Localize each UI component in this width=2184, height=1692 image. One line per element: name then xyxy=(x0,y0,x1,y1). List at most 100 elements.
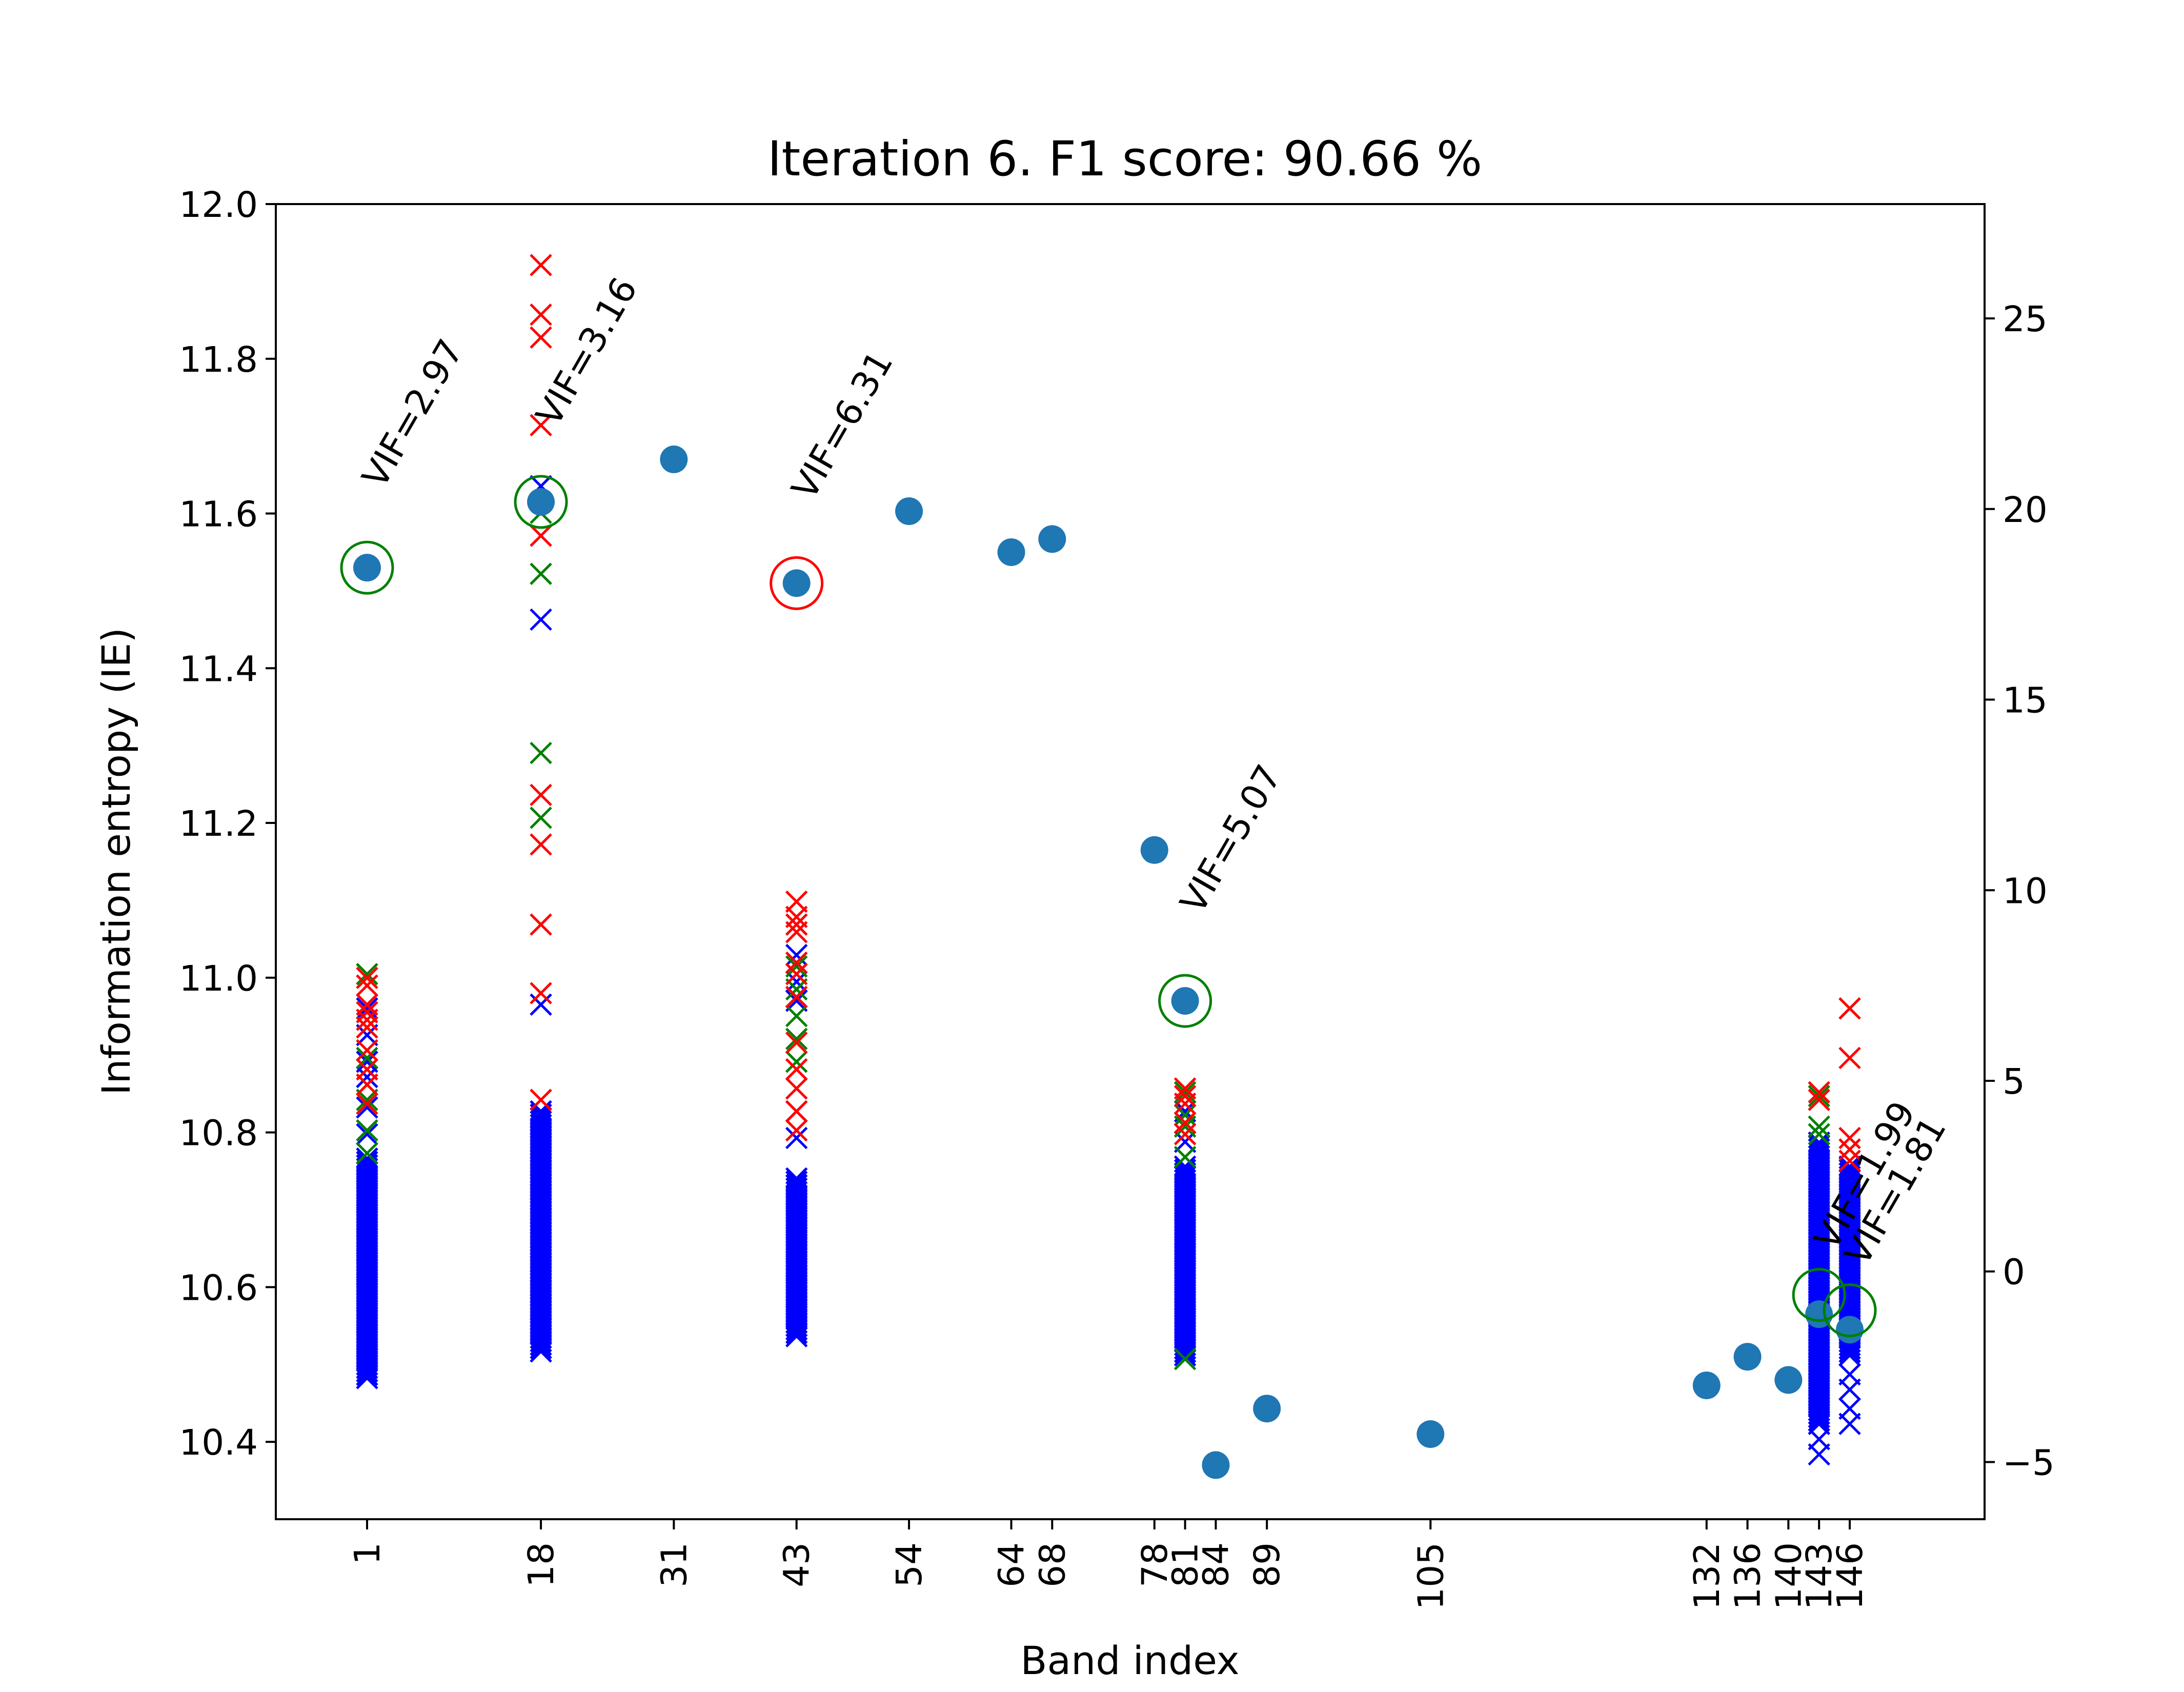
vif-marker-green-band-143 xyxy=(1808,1123,1830,1145)
y2-tick-label: 5 xyxy=(2003,1061,2025,1102)
vif-marker-red-band-1-stroke-b xyxy=(356,966,378,990)
vif-marker-blue-band-18 xyxy=(530,1110,552,1133)
vif-marker-red-band-1-stroke-b xyxy=(356,1039,378,1062)
x-tick-label: 64 xyxy=(992,1542,1033,1587)
vif-marker-blue-band-81-stroke-b xyxy=(1174,1155,1197,1178)
vif-marker-blue-band-43-stroke-b xyxy=(785,1171,808,1193)
vif-marker-red-band-43 xyxy=(785,1031,808,1054)
vif-marker-red-band-146 xyxy=(1838,1150,1861,1172)
vif-marker-red-band-43-stroke-b xyxy=(785,1031,808,1054)
vif-marker-blue-band-1-stroke-b xyxy=(356,1147,378,1170)
x-tick-label: 132 xyxy=(1687,1542,1728,1610)
vif-marker-green-band-43-stroke-b xyxy=(785,1051,808,1073)
vif-marker-red-band-1-stroke-b xyxy=(356,1009,378,1031)
vif-marker-green-band-18 xyxy=(530,741,552,764)
y2-tick-label: −5 xyxy=(2003,1442,2055,1483)
ie-point-band-81 xyxy=(1171,987,1199,1015)
y2-tick-label: 25 xyxy=(2003,299,2048,340)
vif-marker-red-band-18-stroke-b xyxy=(530,913,552,936)
vif-marker-blue-band-1-stroke-b xyxy=(356,997,378,1020)
vif-marker-blue-band-81 xyxy=(1174,1162,1197,1185)
vif-marker-red-band-43-stroke-b xyxy=(785,963,808,985)
vif-marker-red-band-146 xyxy=(1838,997,1861,1020)
vif-marker-green-band-43-stroke-b xyxy=(785,955,808,978)
vif-marker-green-band-81 xyxy=(1174,1104,1197,1126)
y2-tick-label: 20 xyxy=(2003,490,2048,531)
vif-marker-green-band-43-stroke-b xyxy=(785,1028,808,1050)
vif-marker-blue-band-18 xyxy=(530,1100,552,1123)
vif-marker-red-band-143 xyxy=(1808,1089,1830,1111)
vif-marker-red-band-43-stroke-b xyxy=(785,1100,808,1123)
vif-marker-red-band-43-stroke-b xyxy=(785,1119,808,1142)
vif-marker-blue-band-146-stroke-b xyxy=(1838,1363,1861,1386)
vif-marker-red-band-81 xyxy=(1174,1092,1197,1115)
vif-marker-blue-band-43-stroke-b xyxy=(785,1167,808,1190)
vif-marker-blue-band-143 xyxy=(1808,1413,1830,1435)
selection-ring-band-143 xyxy=(1792,1267,1846,1322)
vif-marker-blue-band-18-stroke-b xyxy=(530,1110,552,1133)
ie-point-band-146 xyxy=(1836,1316,1864,1344)
vif-marker-green-band-1 xyxy=(356,1142,378,1165)
vif-marker-red-band-43-stroke-b xyxy=(785,985,808,1009)
vif-marker-blue-band-143 xyxy=(1808,1141,1830,1164)
vif-marker-red-band-18 xyxy=(530,833,552,856)
vif-marker-red-band-18-stroke-b xyxy=(530,254,552,276)
vif-marker-green-band-143-stroke-b xyxy=(1808,1084,1830,1107)
vif-marker-red-band-146-stroke-b xyxy=(1838,997,1861,1020)
vif-marker-blue-band-18 xyxy=(530,993,552,1016)
vif-marker-blue-band-43 xyxy=(785,1171,808,1193)
vif-marker-blue-band-43 xyxy=(785,1126,808,1150)
vif-marker-green-band-18-stroke-b xyxy=(530,741,552,764)
vif-marker-blue-band-146 xyxy=(1838,1397,1861,1420)
vif-marker-red-band-43 xyxy=(785,951,808,974)
vif-marker-red-band-81 xyxy=(1174,1123,1197,1145)
vif-marker-blue-band-18-stroke-b xyxy=(530,1100,552,1123)
vif-marker-red-band-18-stroke-b xyxy=(530,783,552,807)
vif-marker-red-band-18 xyxy=(530,303,552,326)
vif-marker-blue-band-146 xyxy=(1838,1363,1861,1386)
y-tick-label: 10.6 xyxy=(179,1267,258,1308)
y-tick-label: 11.6 xyxy=(179,494,258,535)
vif-marker-blue-band-146-stroke-b xyxy=(1838,1155,1861,1178)
vif-marker-red-band-81 xyxy=(1174,1084,1197,1107)
vif-marker-red-band-43-stroke-b xyxy=(785,913,808,936)
vif-marker-red-band-81-stroke-b xyxy=(1174,1092,1197,1115)
vif-marker-red-band-18 xyxy=(530,1089,552,1111)
vif-marker-blue-band-143-stroke-b xyxy=(1808,1135,1830,1157)
vif-marker-blue-band-146-stroke-b xyxy=(1838,1165,1861,1189)
vif-marker-blue-band-1 xyxy=(356,1065,378,1089)
vif-marker-red-band-1-stroke-b xyxy=(356,1092,378,1115)
y2-tick-label: 0 xyxy=(2003,1252,2025,1293)
vif-marker-blue-band-1-stroke-b xyxy=(356,1157,378,1180)
y-tick-label: 11.8 xyxy=(179,339,258,380)
vif-marker-red-band-1 xyxy=(356,966,378,990)
vif-marker-red-band-146-stroke-b xyxy=(1838,1046,1861,1070)
ie-point-band-132 xyxy=(1692,1371,1721,1399)
vif-marker-blue-band-43-stroke-b xyxy=(785,1126,808,1150)
vif-marker-blue-band-1-stroke-b xyxy=(356,1151,378,1174)
vif-marker-red-band-18 xyxy=(530,326,552,349)
vif-marker-green-band-143-stroke-b xyxy=(1808,1115,1830,1138)
vif-marker-red-band-146-stroke-b xyxy=(1838,1126,1861,1150)
vif-marker-blue-band-146-stroke-b xyxy=(1838,1159,1861,1181)
vif-marker-red-band-146 xyxy=(1838,1138,1861,1161)
vif-marker-blue-band-1-stroke-b xyxy=(356,1123,378,1145)
vif-marker-green-band-143-stroke-b xyxy=(1808,1123,1830,1145)
vif-marker-red-band-43-stroke-b xyxy=(785,921,808,943)
vif-marker-red-band-143-stroke-b xyxy=(1808,1081,1830,1104)
vif-marker-blue-band-146 xyxy=(1838,1159,1861,1181)
vif-marker-red-band-1 xyxy=(356,1016,378,1039)
vif-marker-red-band-146 xyxy=(1838,1046,1861,1070)
vif-marker-blue-band-146 xyxy=(1838,1155,1861,1178)
vif-marker-green-band-1 xyxy=(356,1046,378,1070)
vif-marker-blue-band-81 xyxy=(1174,1165,1197,1189)
y-axis-label: Information entropy (IE) xyxy=(93,628,139,1095)
vif-marker-green-band-81 xyxy=(1174,1347,1197,1371)
vif-marker-green-band-1 xyxy=(356,1119,378,1142)
vif-marker-blue-band-143-stroke-b xyxy=(1808,1131,1830,1154)
vif-marker-red-band-18-stroke-b xyxy=(530,525,552,547)
y-tick-label: 10.4 xyxy=(179,1422,258,1463)
vif-marker-red-band-18-stroke-b xyxy=(530,414,552,436)
vif-marker-red-band-18 xyxy=(530,783,552,807)
x-tick-label: 68 xyxy=(1032,1542,1073,1587)
